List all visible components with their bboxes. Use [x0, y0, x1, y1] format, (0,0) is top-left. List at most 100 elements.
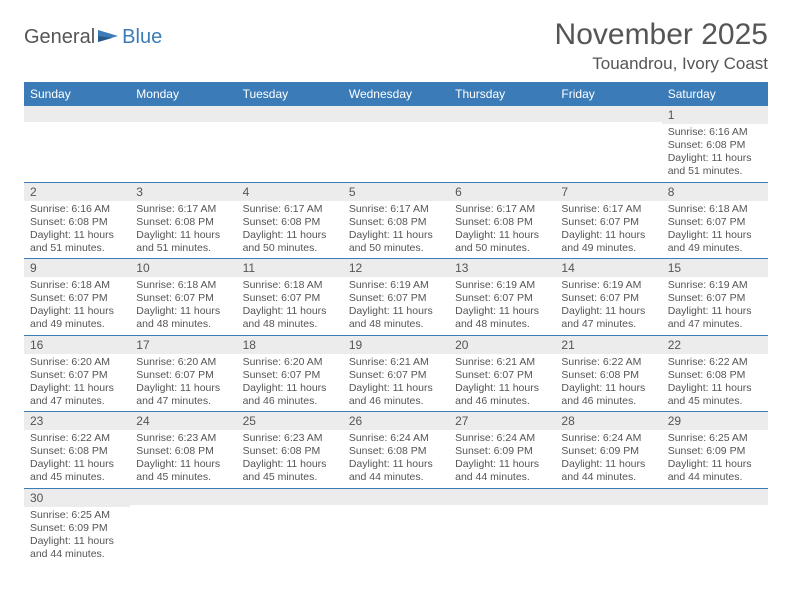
day-info: Sunrise: 6:16 AMSunset: 6:08 PMDaylight:… — [662, 124, 768, 182]
day-header: Thursday — [449, 82, 555, 106]
day-number: 14 — [555, 259, 661, 277]
sunrise-text: Sunrise: 6:24 AM — [561, 432, 655, 445]
sunrise-text: Sunrise: 6:17 AM — [455, 203, 549, 216]
calendar-day-cell: 28Sunrise: 6:24 AMSunset: 6:09 PMDayligh… — [555, 412, 661, 489]
day-info: Sunrise: 6:19 AMSunset: 6:07 PMDaylight:… — [555, 277, 661, 335]
day-info: Sunrise: 6:25 AMSunset: 6:09 PMDaylight:… — [24, 507, 130, 565]
day-info: Sunrise: 6:23 AMSunset: 6:08 PMDaylight:… — [237, 430, 343, 488]
sunset-text: Sunset: 6:07 PM — [561, 216, 655, 229]
day-number: 24 — [130, 412, 236, 430]
calendar-day-cell: 14Sunrise: 6:19 AMSunset: 6:07 PMDayligh… — [555, 259, 661, 336]
daylight-text: Daylight: 11 hours and 44 minutes. — [455, 458, 549, 484]
daylight-text: Daylight: 11 hours and 46 minutes. — [243, 382, 337, 408]
sunset-text: Sunset: 6:08 PM — [243, 216, 337, 229]
sunrise-text: Sunrise: 6:22 AM — [668, 356, 762, 369]
sunset-text: Sunset: 6:08 PM — [668, 369, 762, 382]
daylight-text: Daylight: 11 hours and 48 minutes. — [136, 305, 230, 331]
daylight-text: Daylight: 11 hours and 49 minutes. — [668, 229, 762, 255]
calendar-day-cell: 19Sunrise: 6:21 AMSunset: 6:07 PMDayligh… — [343, 335, 449, 412]
day-header: Monday — [130, 82, 236, 106]
day-info: Sunrise: 6:19 AMSunset: 6:07 PMDaylight:… — [449, 277, 555, 335]
sunset-text: Sunset: 6:08 PM — [136, 445, 230, 458]
daylight-text: Daylight: 11 hours and 44 minutes. — [561, 458, 655, 484]
calendar-day-cell: 17Sunrise: 6:20 AMSunset: 6:07 PMDayligh… — [130, 335, 236, 412]
sunrise-text: Sunrise: 6:17 AM — [136, 203, 230, 216]
sunset-text: Sunset: 6:07 PM — [455, 369, 549, 382]
day-number: 9 — [24, 259, 130, 277]
day-number: 25 — [237, 412, 343, 430]
sunset-text: Sunset: 6:07 PM — [349, 369, 443, 382]
day-info: Sunrise: 6:20 AMSunset: 6:07 PMDaylight:… — [24, 354, 130, 412]
calendar-day-cell — [662, 488, 768, 564]
daylight-text: Daylight: 11 hours and 51 minutes. — [30, 229, 124, 255]
calendar-week-row: 30Sunrise: 6:25 AMSunset: 6:09 PMDayligh… — [24, 488, 768, 564]
calendar-day-cell: 3Sunrise: 6:17 AMSunset: 6:08 PMDaylight… — [130, 182, 236, 259]
calendar-day-cell — [130, 106, 236, 182]
sunrise-text: Sunrise: 6:23 AM — [243, 432, 337, 445]
day-info: Sunrise: 6:21 AMSunset: 6:07 PMDaylight:… — [343, 354, 449, 412]
day-number: 18 — [237, 336, 343, 354]
day-number: 17 — [130, 336, 236, 354]
day-number: 1 — [662, 106, 768, 124]
day-info: Sunrise: 6:18 AMSunset: 6:07 PMDaylight:… — [130, 277, 236, 335]
day-number — [343, 106, 449, 122]
day-number: 10 — [130, 259, 236, 277]
calendar-day-cell: 23Sunrise: 6:22 AMSunset: 6:08 PMDayligh… — [24, 412, 130, 489]
calendar-day-cell: 1Sunrise: 6:16 AMSunset: 6:08 PMDaylight… — [662, 106, 768, 182]
calendar-day-cell: 29Sunrise: 6:25 AMSunset: 6:09 PMDayligh… — [662, 412, 768, 489]
calendar-day-cell — [449, 488, 555, 564]
day-info: Sunrise: 6:19 AMSunset: 6:07 PMDaylight:… — [662, 277, 768, 335]
header: General Blue November 2025 Touandrou, Iv… — [24, 18, 768, 74]
sunset-text: Sunset: 6:08 PM — [455, 216, 549, 229]
sunrise-text: Sunrise: 6:24 AM — [349, 432, 443, 445]
daylight-text: Daylight: 11 hours and 45 minutes. — [243, 458, 337, 484]
calendar-day-cell — [237, 106, 343, 182]
sunrise-text: Sunrise: 6:19 AM — [349, 279, 443, 292]
sunset-text: Sunset: 6:08 PM — [243, 445, 337, 458]
sunrise-text: Sunrise: 6:17 AM — [243, 203, 337, 216]
sunrise-text: Sunrise: 6:25 AM — [668, 432, 762, 445]
calendar-day-cell — [24, 106, 130, 182]
daylight-text: Daylight: 11 hours and 45 minutes. — [136, 458, 230, 484]
calendar-day-cell: 13Sunrise: 6:19 AMSunset: 6:07 PMDayligh… — [449, 259, 555, 336]
calendar-day-cell: 26Sunrise: 6:24 AMSunset: 6:08 PMDayligh… — [343, 412, 449, 489]
day-info: Sunrise: 6:23 AMSunset: 6:08 PMDaylight:… — [130, 430, 236, 488]
calendar-week-row: 1Sunrise: 6:16 AMSunset: 6:08 PMDaylight… — [24, 106, 768, 182]
day-header: Wednesday — [343, 82, 449, 106]
sunrise-text: Sunrise: 6:22 AM — [30, 432, 124, 445]
day-header: Saturday — [662, 82, 768, 106]
daylight-text: Daylight: 11 hours and 51 minutes. — [668, 152, 762, 178]
day-info: Sunrise: 6:20 AMSunset: 6:07 PMDaylight:… — [130, 354, 236, 412]
sunrise-text: Sunrise: 6:17 AM — [349, 203, 443, 216]
calendar-day-cell — [449, 106, 555, 182]
daylight-text: Daylight: 11 hours and 48 minutes. — [349, 305, 443, 331]
calendar-day-cell: 11Sunrise: 6:18 AMSunset: 6:07 PMDayligh… — [237, 259, 343, 336]
calendar-day-cell: 22Sunrise: 6:22 AMSunset: 6:08 PMDayligh… — [662, 335, 768, 412]
page-title: November 2025 — [555, 18, 768, 52]
sunset-text: Sunset: 6:08 PM — [668, 139, 762, 152]
day-number — [130, 489, 236, 505]
sunset-text: Sunset: 6:09 PM — [561, 445, 655, 458]
sunrise-text: Sunrise: 6:18 AM — [30, 279, 124, 292]
day-info: Sunrise: 6:24 AMSunset: 6:09 PMDaylight:… — [449, 430, 555, 488]
day-info: Sunrise: 6:25 AMSunset: 6:09 PMDaylight:… — [662, 430, 768, 488]
calendar-table: Sunday Monday Tuesday Wednesday Thursday… — [24, 82, 768, 564]
brand-blue: Blue — [122, 26, 162, 49]
daylight-text: Daylight: 11 hours and 50 minutes. — [349, 229, 443, 255]
sunset-text: Sunset: 6:09 PM — [668, 445, 762, 458]
sunrise-text: Sunrise: 6:20 AM — [30, 356, 124, 369]
day-number: 6 — [449, 183, 555, 201]
daylight-text: Daylight: 11 hours and 44 minutes. — [668, 458, 762, 484]
day-number: 11 — [237, 259, 343, 277]
day-number — [449, 489, 555, 505]
day-number: 16 — [24, 336, 130, 354]
day-number — [130, 106, 236, 122]
daylight-text: Daylight: 11 hours and 47 minutes. — [30, 382, 124, 408]
sunrise-text: Sunrise: 6:19 AM — [561, 279, 655, 292]
daylight-text: Daylight: 11 hours and 46 minutes. — [455, 382, 549, 408]
sunset-text: Sunset: 6:07 PM — [668, 292, 762, 305]
location-label: Touandrou, Ivory Coast — [555, 54, 768, 74]
daylight-text: Daylight: 11 hours and 50 minutes. — [243, 229, 337, 255]
day-info: Sunrise: 6:17 AMSunset: 6:07 PMDaylight:… — [555, 201, 661, 259]
day-number — [24, 106, 130, 122]
